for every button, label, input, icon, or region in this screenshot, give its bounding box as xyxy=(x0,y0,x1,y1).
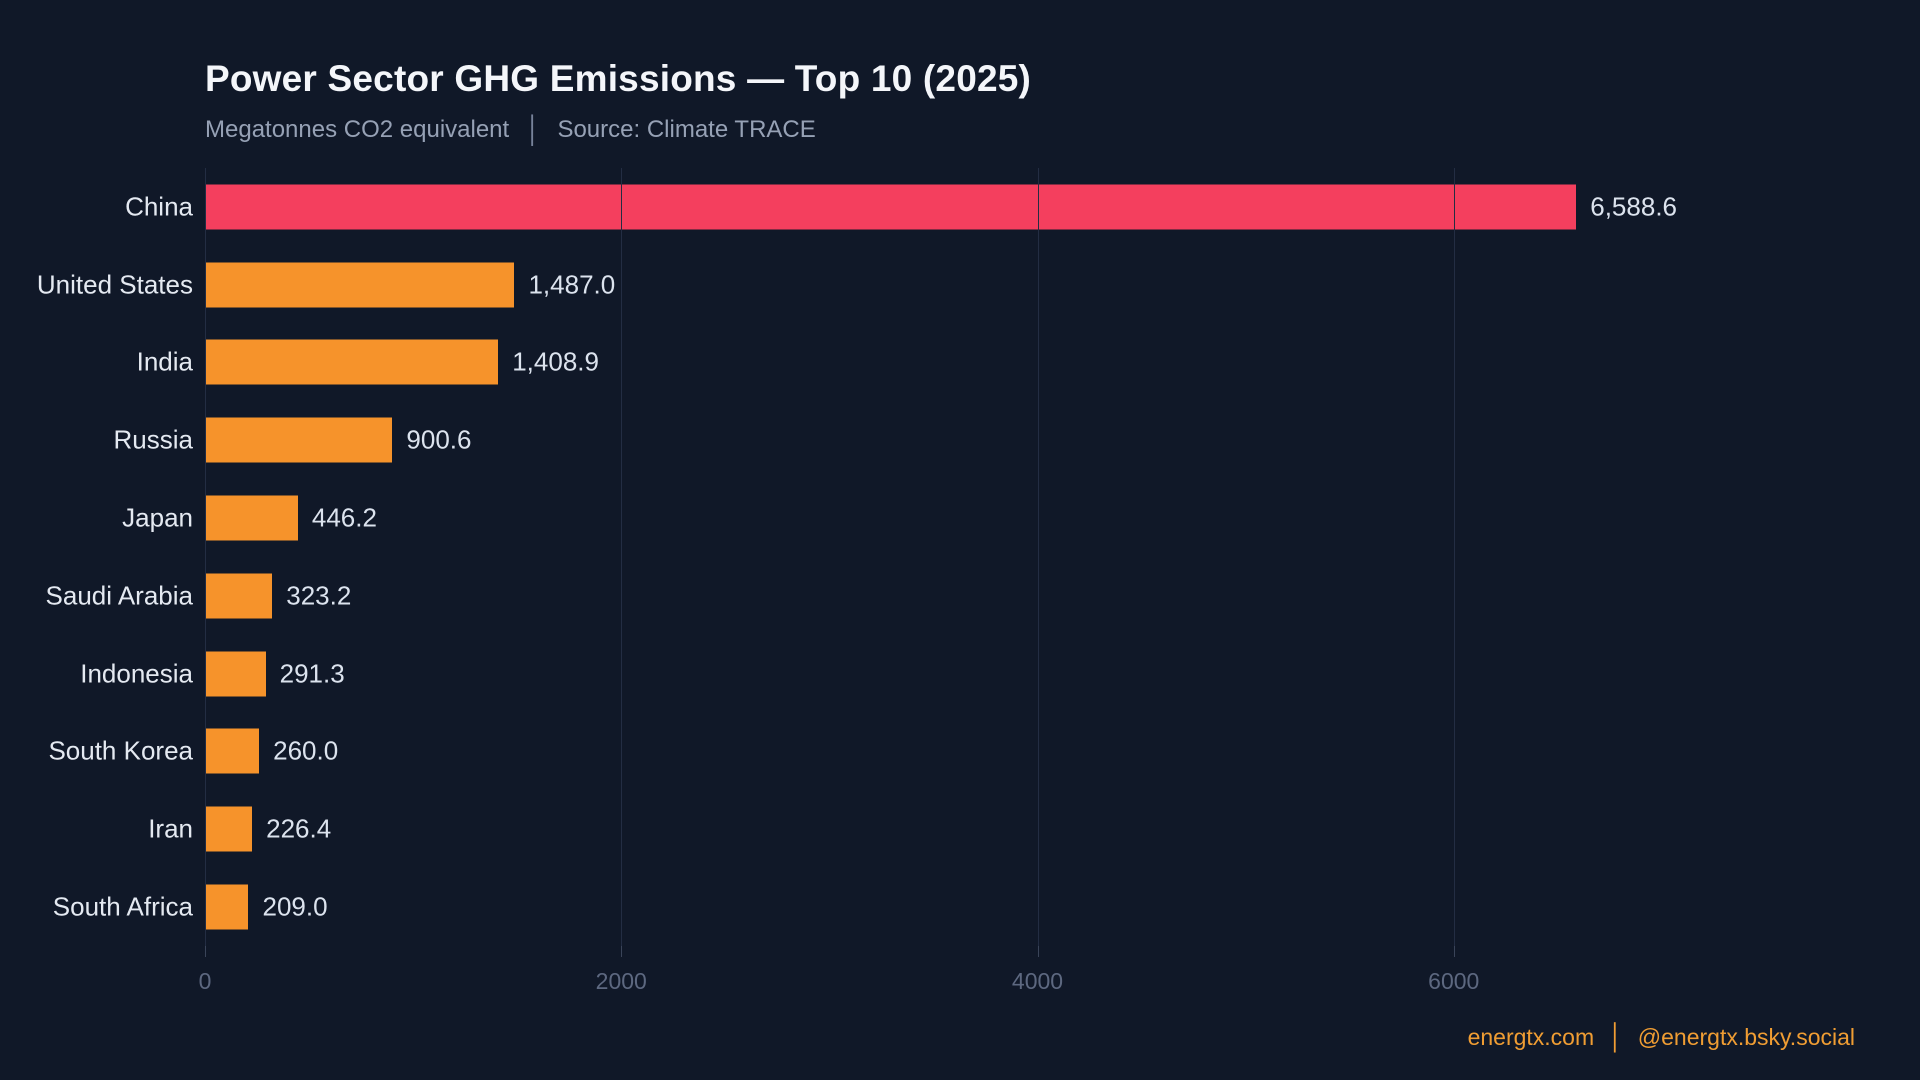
footer-site-link[interactable]: energtx.com xyxy=(1467,1024,1595,1050)
axis-tick-label: 2000 xyxy=(595,968,647,994)
bar[interactable] xyxy=(205,573,273,619)
category-label: Iran xyxy=(148,813,193,844)
bar[interactable] xyxy=(205,651,266,697)
category-label: Japan xyxy=(122,502,193,533)
value-label: 209.0 xyxy=(262,891,328,922)
gridline-2000 xyxy=(621,168,623,946)
axis-tick-label: 6000 xyxy=(1428,968,1480,994)
bar-row: South Korea 260.0 xyxy=(48,713,1870,791)
bar-row: India 1,408.9 xyxy=(137,324,1870,402)
bar-row: Saudi Arabia 323.2 xyxy=(46,557,1870,635)
bar-row: Japan 446.2 xyxy=(122,479,1870,557)
bar[interactable] xyxy=(205,884,249,930)
bar-row: Indonesia 291.3 xyxy=(80,635,1870,713)
subtitle-source: Source: Climate TRACE xyxy=(557,115,816,143)
category-label: Indonesia xyxy=(80,658,193,689)
chart-header: Power Sector GHG Emissions — Top 10 (202… xyxy=(205,58,1031,145)
axis-tick-mark xyxy=(205,946,206,957)
value-label: 291.3 xyxy=(279,658,345,689)
axis-tick-label: 0 xyxy=(198,968,212,994)
category-label: China xyxy=(125,191,193,222)
axis-tick-mark xyxy=(1037,946,1039,957)
category-label: United States xyxy=(36,269,193,300)
bar[interactable] xyxy=(205,728,260,774)
category-label: South Korea xyxy=(48,735,193,766)
value-label: 6,588.6 xyxy=(1590,191,1677,222)
value-label: 260.0 xyxy=(273,735,339,766)
category-label: Saudi Arabia xyxy=(45,580,193,611)
value-label: 1,487.0 xyxy=(528,269,616,300)
category-label: South Africa xyxy=(52,891,193,922)
bar[interactable] xyxy=(205,339,499,385)
gridline-0 xyxy=(205,168,206,946)
axis-tick-mark xyxy=(1453,946,1455,957)
value-label: 446.2 xyxy=(311,502,377,533)
gridline-4000 xyxy=(1037,168,1039,946)
bar-row: United States 1,487.0 xyxy=(37,246,1870,324)
subtitle-separator: │ xyxy=(525,114,542,144)
bar[interactable] xyxy=(205,806,253,852)
bar-rows: China 6,588.6 United States 1,487.0 India 1,4… xyxy=(37,168,1870,946)
bar-row: Russia 900.6 xyxy=(114,401,1870,479)
axis-tick-mark xyxy=(621,946,623,957)
footer-social-handle[interactable]: @energtx.bsky.social xyxy=(1637,1024,1855,1050)
bar[interactable] xyxy=(205,417,393,463)
chart-footer: energtx.com │ @energtx.bsky.social xyxy=(1468,1023,1855,1052)
category-label: Russia xyxy=(113,424,193,455)
bar-row: China 6,588.6 xyxy=(125,168,1870,246)
value-label: 323.2 xyxy=(286,580,352,611)
value-label: 900.6 xyxy=(406,424,472,455)
subtitle-units: Megatonnes CO2 equivalent xyxy=(205,115,510,143)
chart-subtitle: Megatonnes CO2 equivalent │ Source: Clim… xyxy=(205,114,1031,145)
footer-separator: │ xyxy=(1608,1023,1624,1051)
bar-row: South Africa 209.0 xyxy=(53,868,1870,946)
bar[interactable] xyxy=(205,184,1577,230)
value-label: 226.4 xyxy=(266,813,332,844)
bar-row: Iran 226.4 xyxy=(148,790,1870,868)
bar[interactable] xyxy=(205,495,298,541)
plot-area: China 6,588.6 United States 1,487.0 India 1,4… xyxy=(37,168,1870,994)
category-label: India xyxy=(136,346,193,377)
bar[interactable] xyxy=(205,262,515,308)
value-label: 1,408.9 xyxy=(512,346,599,377)
gridline-6000 xyxy=(1453,168,1455,946)
axis-tick-label: 4000 xyxy=(1011,968,1064,994)
chart-title: Power Sector GHG Emissions — Top 10 (202… xyxy=(205,58,1032,99)
